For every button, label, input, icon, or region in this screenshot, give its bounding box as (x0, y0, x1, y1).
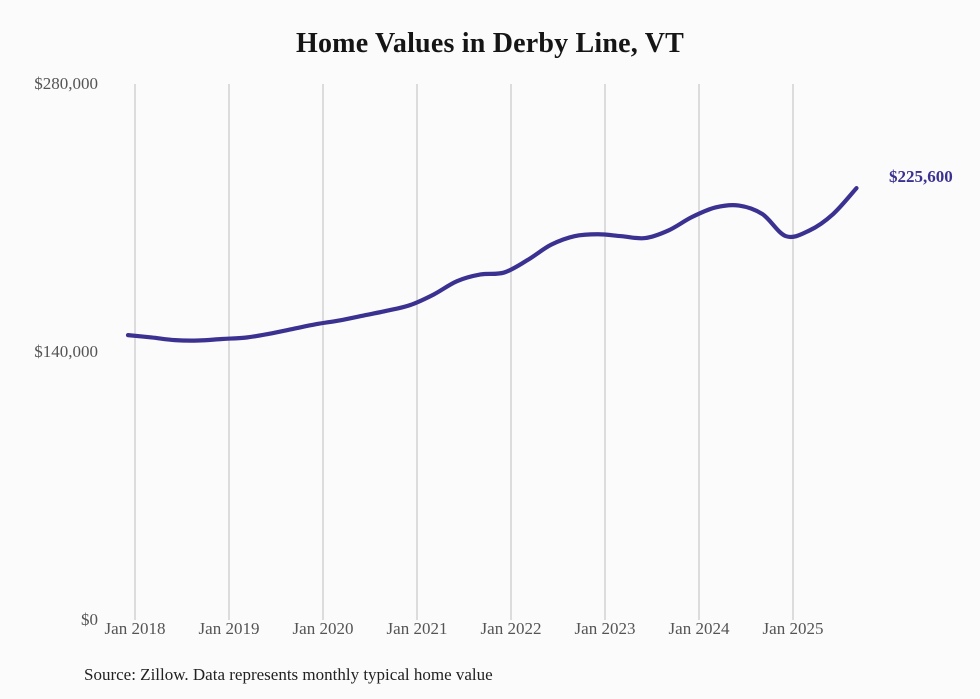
x-tick-label: Jan 2023 (574, 619, 636, 638)
gridlines (134, 84, 794, 620)
end-value-annotation: $225,600 (889, 167, 953, 186)
x-tick-label: Jan 2021 (386, 619, 448, 638)
chart-title: Home Values in Derby Line, VT (296, 28, 684, 59)
y-tick-label: $280,000 (34, 74, 98, 93)
x-tick-label: Jan 2025 (762, 619, 824, 638)
y-tick-label: $140,000 (34, 342, 98, 361)
x-tick-label: Jan 2019 (198, 619, 260, 638)
x-tick-label: Jan 2022 (480, 619, 542, 638)
home-value-line-series (125, 186, 859, 343)
x-tick-label: Jan 2020 (292, 619, 354, 638)
x-tick-label: Jan 2024 (668, 619, 730, 638)
x-tick-label: Jan 2018 (104, 619, 166, 638)
source-note: Source: Zillow. Data represents monthly … (84, 665, 493, 684)
y-axis-labels: $0 $140,000 $280,000 (0, 0, 98, 699)
y-tick-label: $0 (81, 610, 98, 629)
